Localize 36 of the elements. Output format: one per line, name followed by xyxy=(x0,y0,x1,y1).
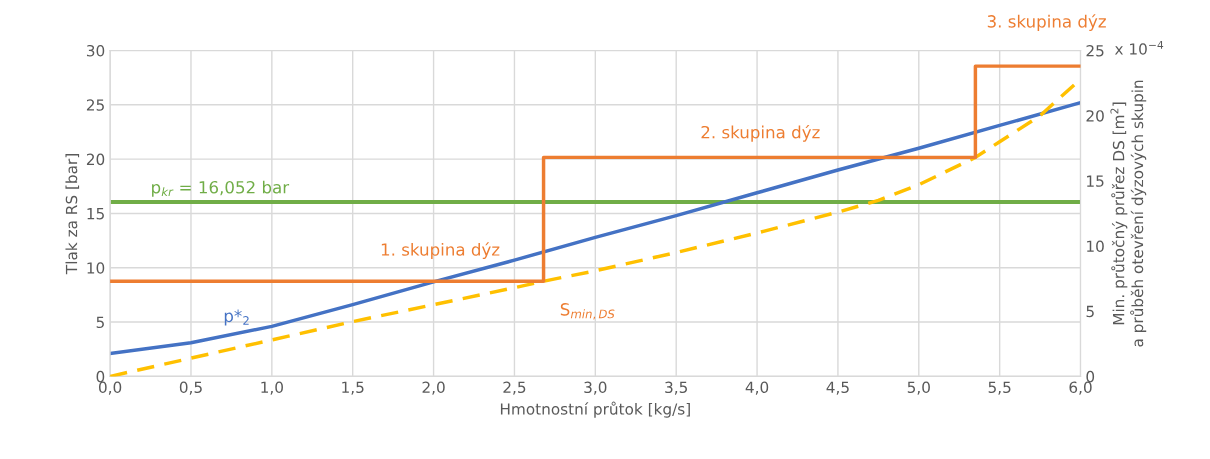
x-tick-label: 3,5 xyxy=(665,381,687,395)
y-tick-label: 5 xyxy=(96,316,104,329)
x-tick-label: 5,5 xyxy=(988,381,1011,395)
y-tick-label: 25 xyxy=(86,99,104,111)
ref-line-label: p$_{kr}$ = 16,052 bar xyxy=(152,180,290,197)
x-tick-label: 1,0 xyxy=(261,381,283,395)
y2-tick-label: 10 xyxy=(1087,240,1104,253)
annotation: 2. skupina dýz xyxy=(701,124,820,142)
y2-axis-title: Min. průtočný průřez DS [m$^{2}$] a průběh otevření dýzových skupin xyxy=(1110,80,1147,347)
x-tick-label: 2,5 xyxy=(503,381,526,395)
y2-tick-label: 5 xyxy=(1086,305,1094,318)
x-tick-label: 0,0 xyxy=(98,381,122,395)
y-tick-label: 0 xyxy=(96,370,105,383)
y-axis-title: Tlak za RS [bar] xyxy=(65,154,80,275)
text: 3. skupina dýz xyxy=(987,14,1106,31)
y-tick-label: 15 xyxy=(87,208,104,220)
annotation: 1. skupina dýz xyxy=(381,242,500,260)
y2-tick-label: 20 xyxy=(1086,110,1104,122)
series-label: p*$_{2}$ xyxy=(224,309,249,326)
x-tick-label: 0,5 xyxy=(179,381,202,395)
y-tick-label: 10 xyxy=(87,262,105,274)
y2-tick-label: 25 xyxy=(1086,44,1104,57)
series-label: S$_{min,DS}$ xyxy=(560,303,615,320)
x-axis-title: Hmotnostní průtok [kg/s] xyxy=(500,401,690,418)
x-tick-label: 1,5 xyxy=(342,381,364,395)
x-tick-label: 3,0 xyxy=(584,381,607,395)
x-tick-label: 6,0 xyxy=(1069,381,1092,395)
y2-tick-label: 15 xyxy=(1087,175,1104,187)
x-tick-label: 2,0 xyxy=(422,381,445,395)
y-tick-label: 30 xyxy=(86,44,105,57)
x-tick-label: 4,5 xyxy=(826,381,849,395)
x-tick-label: 5,0 xyxy=(907,381,930,395)
y-tick-label: 20 xyxy=(86,153,105,166)
text: x 10$^{−4}$ xyxy=(1114,40,1164,55)
x-tick-label: 4,0 xyxy=(745,381,769,395)
y2-tick-label: 0 xyxy=(1086,370,1095,383)
